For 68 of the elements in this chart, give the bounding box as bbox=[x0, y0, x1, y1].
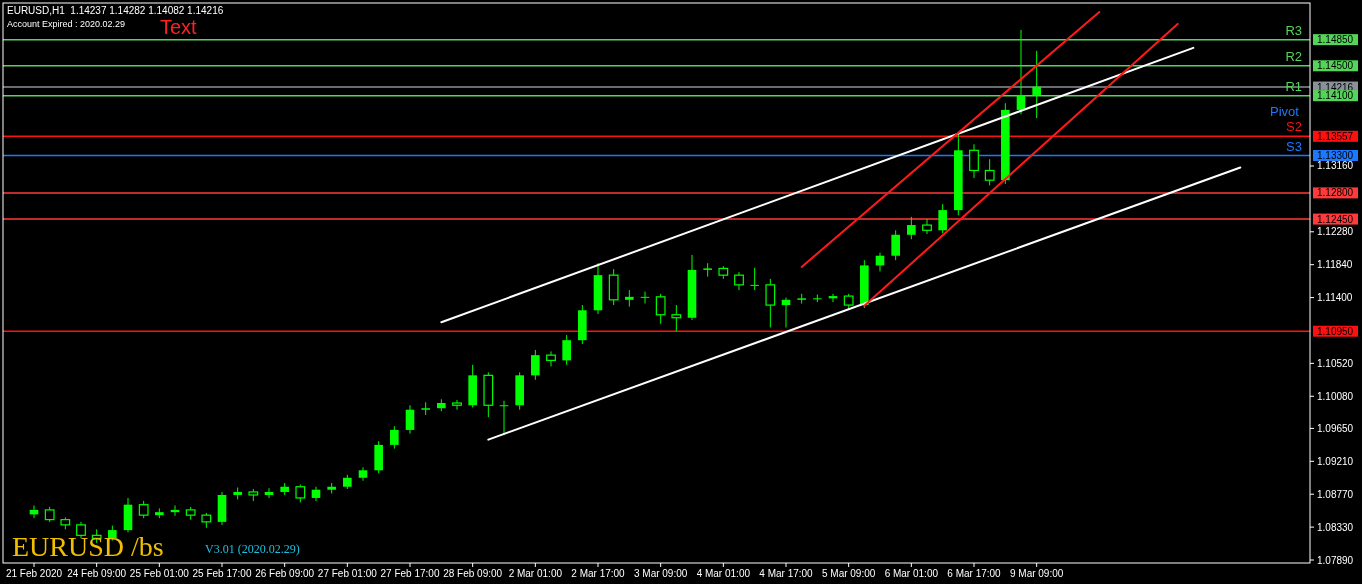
y-tick-label: 1.09210 bbox=[1317, 455, 1354, 467]
x-tick-label: 26 Feb 09:00 bbox=[255, 568, 315, 579]
x-tick-label: 5 Mar 09:00 bbox=[821, 568, 876, 579]
candlestick bbox=[405, 404, 415, 435]
y-tick-label: 1.10520 bbox=[1317, 357, 1354, 369]
candlestick bbox=[390, 425, 399, 450]
x-tick-label: 6 Mar 01:00 bbox=[884, 568, 939, 579]
y-tick-label: 1.07890 bbox=[1317, 554, 1354, 566]
ref-line-label: 1.14850 bbox=[1317, 34, 1354, 46]
ref-line-label: 1.13300 bbox=[1317, 150, 1354, 162]
candlestick bbox=[546, 350, 556, 367]
y-tick-label: 1.08770 bbox=[1317, 488, 1354, 500]
candlestick bbox=[531, 349, 540, 381]
x-tick-label: 25 Feb 01:00 bbox=[129, 568, 190, 579]
candlestick bbox=[765, 278, 776, 328]
y-tick-label: 1.08330 bbox=[1317, 521, 1354, 533]
candlestick bbox=[922, 218, 932, 235]
annotation: Pivot bbox=[1270, 104, 1300, 119]
y-tick-label: 1.09650 bbox=[1317, 422, 1354, 434]
y-tick-label: 1.12280 bbox=[1317, 226, 1354, 238]
x-tick-label: 2 Mar 01:00 bbox=[508, 568, 563, 579]
annotation: R2 bbox=[1285, 48, 1302, 64]
annotation: S3 bbox=[1286, 138, 1302, 154]
annotation: V3.01 (2020.02.29) bbox=[205, 542, 300, 556]
x-tick-label: 4 Mar 17:00 bbox=[759, 568, 814, 579]
candlestick bbox=[562, 334, 571, 366]
candlestick bbox=[671, 304, 682, 332]
x-tick-label: 3 Mar 09:00 bbox=[633, 568, 688, 579]
x-tick-label: 9 Mar 09:00 bbox=[1009, 568, 1064, 579]
y-tick-label: 1.10080 bbox=[1317, 390, 1354, 402]
candlestick bbox=[750, 267, 759, 291]
candlestick bbox=[907, 216, 916, 240]
x-tick-label: 27 Feb 01:00 bbox=[317, 568, 378, 579]
x-tick-label: 25 Feb 17:00 bbox=[192, 568, 252, 579]
y-tick-label: 1.11400 bbox=[1317, 292, 1353, 304]
ref-line-label: 1.12450 bbox=[1317, 213, 1354, 225]
annotation: R1 bbox=[1285, 78, 1302, 94]
annotation: R3 bbox=[1285, 22, 1302, 38]
ref-line-label: 1.14500 bbox=[1317, 60, 1354, 72]
candlestick bbox=[358, 466, 368, 482]
x-tick-label: 2 Mar 17:00 bbox=[571, 568, 626, 579]
x-tick-label: 27 Feb 17:00 bbox=[380, 568, 440, 579]
ref-line-label: 1.14216 bbox=[1317, 81, 1354, 93]
ref-line-label: 1.12800 bbox=[1317, 187, 1354, 199]
annotation: EURUSD /bs bbox=[12, 531, 164, 562]
candlestick bbox=[264, 487, 274, 499]
y-tick-label: 1.11840 bbox=[1317, 259, 1353, 271]
x-tick-label: 6 Mar 17:00 bbox=[947, 568, 1002, 579]
candlestick bbox=[1032, 50, 1041, 119]
text: Account Expired : 2020.02.29 bbox=[7, 19, 126, 29]
candlestick bbox=[891, 229, 900, 261]
x-tick-label: 21 Feb 2020 bbox=[5, 568, 63, 579]
x-tick-label: 4 Mar 01:00 bbox=[696, 568, 751, 579]
annotation: S2 bbox=[1286, 119, 1302, 135]
annotation: Text bbox=[160, 16, 198, 38]
ref-line-label: 1.13557 bbox=[1317, 130, 1354, 142]
ref-line-label: 1.10950 bbox=[1317, 325, 1354, 337]
candlestick bbox=[938, 203, 947, 234]
y-tick-label: 1.13160 bbox=[1317, 160, 1354, 172]
candlestick bbox=[703, 262, 712, 278]
candlestick bbox=[984, 158, 995, 186]
x-tick-label: 24 Feb 09:00 bbox=[67, 568, 127, 579]
chart-title: EURUSD,H1 1.14237 1.14282 1.14082 1.14216 bbox=[7, 5, 224, 16]
candlestick bbox=[969, 143, 979, 179]
x-tick-label: 28 Feb 09:00 bbox=[443, 568, 503, 579]
candlestick bbox=[452, 399, 462, 411]
ref-line-label: 1.14100 bbox=[1317, 90, 1354, 102]
candlestick bbox=[655, 293, 666, 325]
